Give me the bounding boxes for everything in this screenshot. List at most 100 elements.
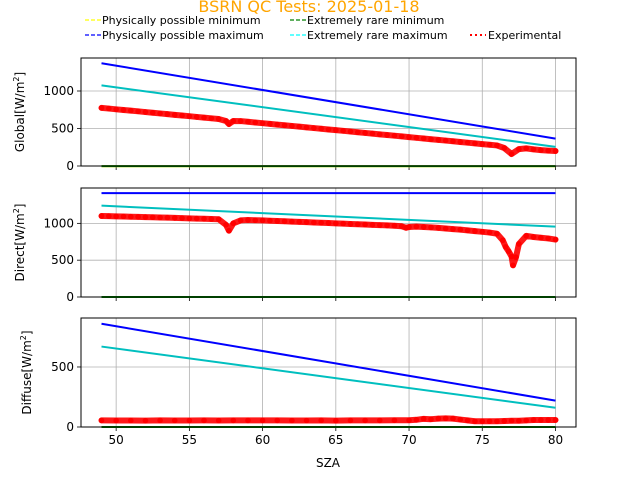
experimental-point xyxy=(135,108,141,115)
y-axis-label: Global[W/m2] xyxy=(12,72,27,152)
experimental-point xyxy=(318,219,324,226)
experimental-point xyxy=(267,121,273,127)
experimental-point xyxy=(552,417,559,423)
experimental-point xyxy=(510,262,516,269)
experimental-point xyxy=(201,114,207,121)
experimental-point xyxy=(142,109,149,115)
experimental-point xyxy=(113,417,119,424)
x-axis-label: SZA xyxy=(316,456,341,470)
experimental-point xyxy=(289,417,295,424)
experimental-point xyxy=(516,241,522,247)
experimental-point xyxy=(398,223,405,230)
axes-frame xyxy=(80,57,577,167)
rare-max-line xyxy=(101,345,556,409)
experimental-point xyxy=(450,138,456,145)
experimental-point xyxy=(289,218,295,225)
experimental-point xyxy=(516,417,522,424)
experimental-point xyxy=(296,123,303,130)
y-axis-label-superscript: 2 xyxy=(12,77,21,82)
experimental-point xyxy=(171,215,178,221)
experimental-point xyxy=(406,134,412,140)
axes-frame xyxy=(80,187,577,298)
y-axis-label-text: Direct[W/m xyxy=(13,213,27,281)
experimental-point xyxy=(391,132,398,139)
experimental-point xyxy=(186,113,193,119)
experimental-point xyxy=(230,118,237,124)
experimental-point xyxy=(494,230,500,237)
experimental-point xyxy=(479,141,486,147)
experimental-point xyxy=(333,417,339,424)
experimental-point xyxy=(226,227,232,234)
experimental-point xyxy=(259,217,266,224)
experimental-point xyxy=(513,254,519,261)
legend-label: Physically possible maximum xyxy=(102,29,264,42)
legend-label: Physically possible minimum xyxy=(102,14,261,27)
experimental-point xyxy=(502,244,509,250)
experimental-point xyxy=(494,142,500,149)
experimental-point xyxy=(406,417,412,424)
experimental-point xyxy=(420,416,427,422)
experimental-point xyxy=(413,223,420,230)
experimental-point xyxy=(369,222,376,228)
experimental-point xyxy=(149,214,156,221)
experimental-point xyxy=(245,217,251,223)
experimental-point xyxy=(479,229,486,235)
experimental-point xyxy=(530,146,537,153)
legend-label: Experimental xyxy=(488,29,561,42)
experimental-point xyxy=(226,121,232,127)
experimental-point xyxy=(442,137,449,144)
y-tick-label: 500 xyxy=(51,253,74,267)
experimental-point xyxy=(325,126,332,133)
experimental-point xyxy=(98,213,105,219)
experimental-point xyxy=(538,147,544,153)
experimental-point xyxy=(303,124,310,131)
experimental-point xyxy=(347,417,354,424)
experimental-point xyxy=(318,125,324,132)
experimental-point xyxy=(201,215,207,222)
experimental-point xyxy=(106,105,112,112)
experimental-point xyxy=(391,417,398,424)
experimental-point xyxy=(142,417,149,424)
experimental-point xyxy=(120,107,127,113)
experimental-point xyxy=(479,418,486,425)
experimental-point xyxy=(245,417,251,424)
experimental-point xyxy=(215,417,222,424)
experimental-point xyxy=(486,229,493,236)
experimental-point xyxy=(267,217,273,224)
experimental-point xyxy=(98,105,105,111)
experimental-point xyxy=(501,418,508,424)
experimental-point xyxy=(428,416,434,422)
experimental-point xyxy=(252,217,259,224)
y-tick-label: 500 xyxy=(51,360,74,374)
experimental-point xyxy=(523,145,530,152)
experimental-point xyxy=(157,214,163,221)
experimental-point xyxy=(376,131,383,138)
experimental-point xyxy=(347,128,354,135)
experimental-point xyxy=(472,140,478,147)
experimental-point xyxy=(215,116,222,122)
x-tick-label: 55 xyxy=(182,433,197,447)
experimental-point xyxy=(303,417,310,424)
experimental-point xyxy=(289,123,295,129)
experimental-point xyxy=(230,220,237,227)
experimental-point xyxy=(201,417,207,424)
experimental-point xyxy=(179,215,185,221)
experimental-point xyxy=(472,228,478,234)
experimental-point xyxy=(259,120,266,126)
experimental-point xyxy=(494,418,500,425)
experimental-point xyxy=(274,121,281,128)
experimental-point xyxy=(472,418,478,425)
experimental-point xyxy=(149,109,156,116)
experimental-point xyxy=(340,128,346,134)
experimental-point xyxy=(171,112,178,118)
experimental-point xyxy=(464,227,471,234)
experimental-point xyxy=(333,127,339,133)
experimental-point xyxy=(274,218,281,224)
experimental-point xyxy=(428,224,434,231)
legend-entry: Extremely rare minimum xyxy=(290,14,444,27)
y-axis-label-end: ] xyxy=(13,204,27,209)
experimental-point xyxy=(362,130,368,136)
experimental-point xyxy=(157,110,163,117)
experimental-point xyxy=(127,417,134,424)
y-axis-label-superscript: 2 xyxy=(12,208,21,213)
